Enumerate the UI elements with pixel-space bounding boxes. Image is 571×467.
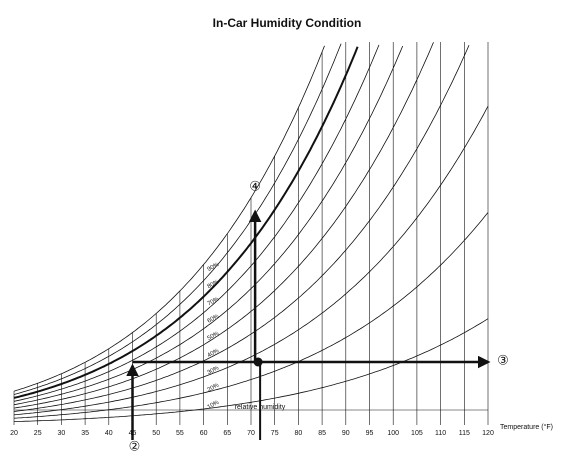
x-tick-label: 85 [318, 430, 326, 437]
humidity-curve [13, 318, 489, 422]
x-tick-label: 40 [105, 430, 113, 437]
x-axis-label: Temperature (°F) [500, 423, 553, 431]
x-tick-label: 50 [152, 430, 160, 437]
x-tick-label: 35 [81, 430, 89, 437]
humidity-label: 30% [207, 365, 221, 376]
condition-point [253, 357, 263, 367]
humidity-label: 10% [207, 400, 221, 411]
humidity-curve [13, 106, 489, 416]
marker-label: ③ [497, 352, 509, 367]
x-tick-label: 100 [387, 430, 399, 437]
humidity-curve [13, 45, 470, 412]
x-tick-label: 105 [411, 430, 423, 437]
humidity-label: 60% [207, 313, 221, 324]
x-tick-label: 65 [223, 430, 231, 437]
x-tick-label: 20 [10, 430, 18, 437]
humidity-curve [13, 43, 342, 395]
x-tick-label: 55 [176, 430, 184, 437]
humidity-label: 70% [207, 296, 221, 307]
humidity-label: 90% [207, 262, 221, 273]
humidity-curve [13, 46, 359, 399]
humidity-label: 20% [207, 382, 221, 393]
humidity-label: 80% [207, 279, 221, 290]
marker-label: ④ [249, 178, 261, 193]
humidity-curve [13, 45, 325, 392]
x-tick-label: 60 [200, 430, 208, 437]
humidity-curve [13, 42, 434, 409]
chart-title: In-Car Humidity Condition [213, 16, 362, 30]
x-tick-label: 30 [58, 430, 66, 437]
x-tick-label: 110 [435, 430, 446, 437]
marker-label: ② [129, 438, 141, 453]
x-tick-label: 120 [482, 430, 494, 437]
humidity-curve [13, 45, 404, 406]
humidity-label: 50% [207, 331, 221, 342]
x-tick-label: 95 [366, 430, 374, 437]
x-tick-label: 90 [342, 430, 350, 437]
x-tick-label: 115 [459, 430, 470, 437]
humidity-curve [13, 212, 489, 419]
humidity-curve [13, 44, 380, 402]
x-tick-label: 25 [34, 430, 42, 437]
x-tick-label: 70 [247, 430, 255, 437]
x-tick-label: 80 [295, 430, 303, 437]
x-tick-label: 75 [271, 430, 279, 437]
humidity-label: 40% [207, 348, 221, 359]
